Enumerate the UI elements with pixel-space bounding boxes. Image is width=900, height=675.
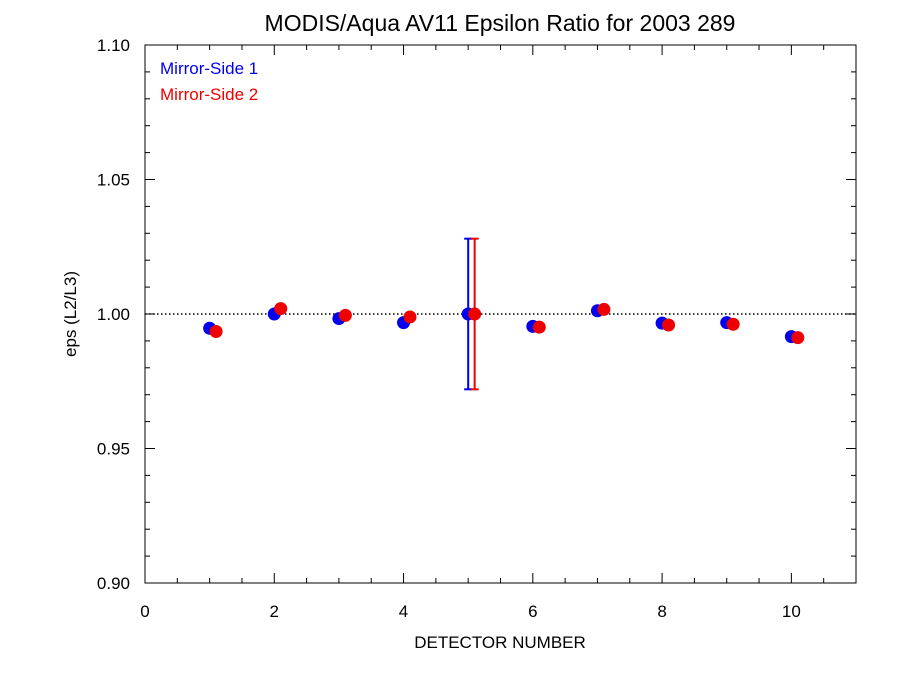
data-point-mirror-side-2 [726,317,740,331]
legend-entry-mirror-side-1: Mirror-Side 1 [160,59,258,78]
data-point-mirror-side-2 [274,302,288,316]
legend-entry-mirror-side-2: Mirror-Side 2 [160,85,258,104]
data-point-mirror-side-2 [532,320,546,334]
legend: Mirror-Side 1 Mirror-Side 2 [160,59,258,104]
x-tick-label: 10 [782,602,801,621]
x-tick-label: 4 [399,602,408,621]
y-tick-label: 0.90 [97,574,130,593]
chart-title: MODIS/Aqua AV11 Epsilon Ratio for 2003 2… [265,10,736,36]
data-point-mirror-side-2 [662,318,676,332]
x-tick-label: 2 [270,602,279,621]
y-tick-label: 0.95 [97,440,130,459]
data-point-mirror-side-2 [791,331,805,345]
axis-ticks: 0 2 4 6 8 10 0.90 0.95 1.00 1.05 1.10 [97,36,857,621]
y-tick-label: 1.10 [97,36,130,55]
data-point-mirror-side-2 [338,308,352,322]
x-axis-label: DETECTOR NUMBER [414,633,586,652]
data-points [203,237,805,391]
y-axis-label: eps (L2/L3) [61,271,80,357]
data-point-mirror-side-2 [403,310,417,324]
x-tick-label: 0 [140,602,149,621]
data-point-mirror-side-2 [209,324,223,338]
y-tick-label: 1.05 [97,171,130,190]
data-point-mirror-side-2 [468,307,482,321]
data-point-mirror-side-2 [597,302,611,316]
x-tick-label: 6 [528,602,537,621]
y-tick-label: 1.00 [97,305,130,324]
x-tick-label: 8 [657,602,666,621]
